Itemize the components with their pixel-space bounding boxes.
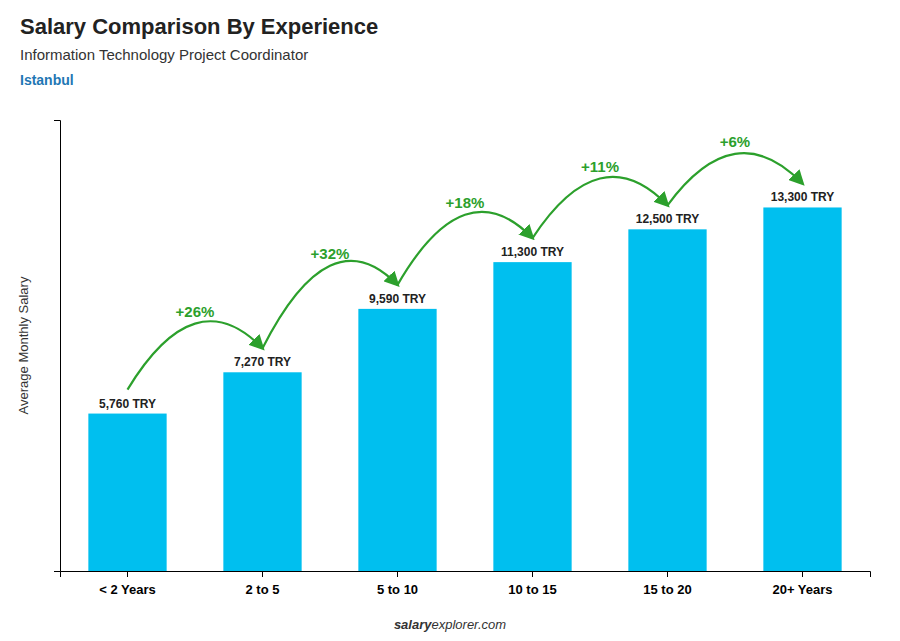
change-arrows: +26% +32% +18% +11% +6% — [128, 133, 803, 390]
data-labels: 5,760 TRY 7,270 TRY 9,590 TRY 11,300 TRY 12,… — [99, 190, 834, 410]
x-tick: 10 to 15 — [508, 571, 556, 597]
bar — [223, 372, 301, 571]
data-label: 11,300 TRY — [501, 245, 564, 259]
bar — [763, 207, 841, 571]
subtitle: Information Technology Project Coordinat… — [20, 46, 308, 63]
data-label: 12,500 TRY — [636, 212, 700, 226]
x-tick-mark — [397, 571, 398, 577]
x-tick-label: < 2 Years — [99, 582, 156, 597]
change-label: +18% — [446, 194, 485, 211]
x-tick-label: 20+ Years — [772, 582, 832, 597]
chart-root: Salary Comparison By Experience Informati… — [0, 0, 900, 641]
x-tick-mark — [802, 571, 803, 577]
y-axis-line — [54, 121, 61, 572]
footer-bold: salary — [394, 617, 432, 632]
x-tick: < 2 Years — [99, 571, 156, 597]
x-tick-mark — [262, 571, 263, 577]
change-arrow — [128, 321, 263, 389]
change-label: +26% — [176, 303, 215, 320]
bar — [493, 262, 571, 571]
x-tick: 15 to 20 — [643, 571, 691, 597]
x-axis: < 2 Years 2 to 5 5 to 10 10 to 15 15 to 20 20… — [61, 571, 871, 597]
y-axis — [54, 121, 61, 572]
title: Salary Comparison By Experience — [20, 14, 378, 39]
footer: salaryexplorer.com — [394, 617, 506, 632]
change-arrow — [533, 177, 668, 238]
x-tick-label: 2 to 5 — [246, 582, 280, 597]
data-label: 5,760 TRY — [99, 397, 156, 411]
x-tick: 2 to 5 — [246, 571, 280, 597]
change-arrow — [263, 261, 398, 349]
bar — [88, 414, 166, 571]
change-label: +32% — [311, 245, 350, 262]
x-tick-label: 10 to 15 — [508, 582, 556, 597]
x-tick-mark — [667, 571, 668, 577]
change-label: +6% — [720, 133, 750, 150]
x-tick-label: 5 to 10 — [377, 582, 418, 597]
x-tick: 5 to 10 — [377, 571, 418, 597]
x-tick-mark — [532, 571, 533, 577]
plot-area: < 2 Years 2 to 5 5 to 10 10 to 15 15 to 20 20… — [54, 121, 871, 598]
data-label: 13,300 TRY — [771, 190, 835, 204]
change-arrow — [668, 153, 803, 205]
bars — [88, 207, 841, 571]
change-label: +11% — [581, 158, 619, 175]
footer-rest: explorer.com — [431, 617, 506, 632]
x-axis-line — [61, 572, 871, 578]
change-arrow — [398, 212, 533, 285]
data-label: 7,270 TRY — [234, 355, 291, 369]
x-tick-mark — [127, 571, 128, 577]
x-tick: 20+ Years — [772, 571, 832, 597]
x-tick-label: 15 to 20 — [643, 582, 691, 597]
bar — [358, 309, 436, 571]
y-axis-title: Average Monthly Salary — [16, 276, 31, 414]
annotation: Istanbul — [20, 72, 74, 88]
bar — [628, 229, 706, 571]
data-label: 9,590 TRY — [369, 292, 426, 306]
